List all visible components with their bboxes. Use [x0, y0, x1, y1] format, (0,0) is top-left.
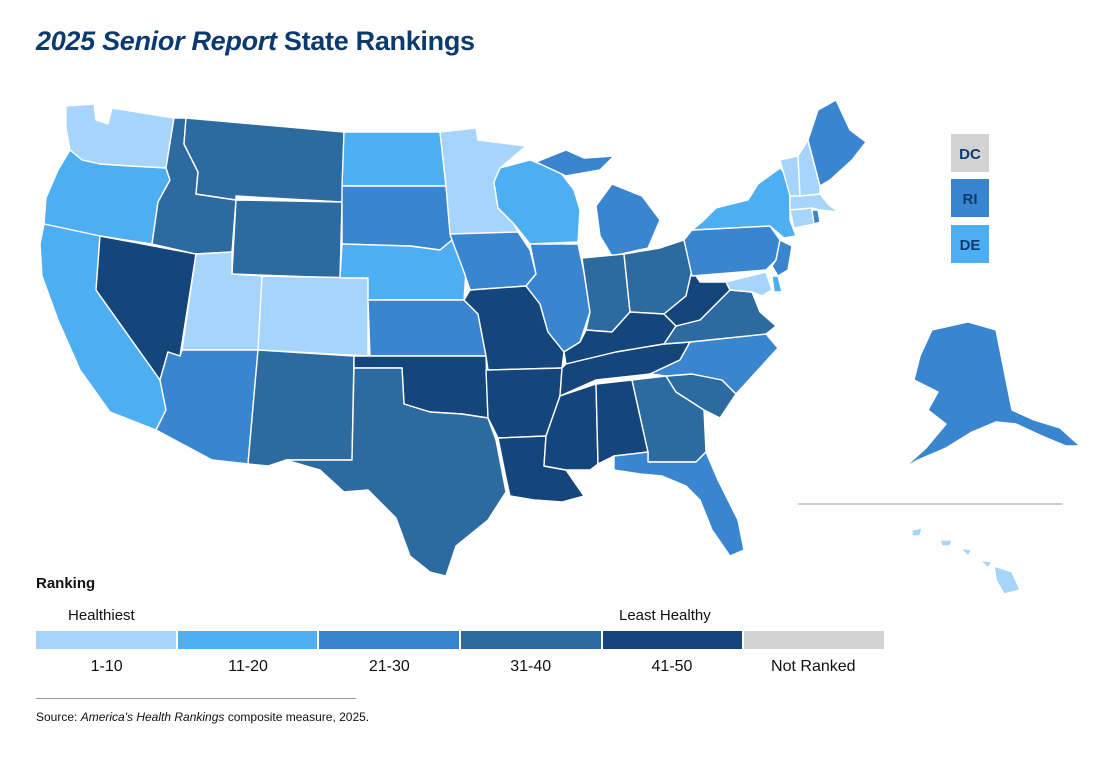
state-ri[interactable]	[811, 209, 821, 225]
state-ma[interactable]	[789, 193, 839, 213]
state-wa[interactable]	[65, 103, 175, 169]
state-wy[interactable]	[231, 199, 343, 279]
state-tx[interactable]	[285, 367, 507, 577]
state-mi[interactable]	[535, 149, 661, 257]
state-nm[interactable]	[247, 349, 355, 467]
source-divider	[36, 698, 356, 699]
map-title: 2025 Senior Report State Rankings	[36, 26, 475, 57]
legend-swatch-11-20	[177, 631, 318, 649]
small-state-box-de[interactable]: DE	[951, 225, 989, 263]
state-de[interactable]	[771, 275, 783, 293]
legend-least-healthy-label: Least Healthy	[619, 607, 711, 624]
legend-label-not-ranked: Not Ranked	[771, 658, 856, 675]
source-prefix: Source:	[36, 710, 81, 724]
state-md[interactable]	[725, 271, 773, 297]
source-note: Source: America's Health Rankings compos…	[36, 710, 369, 724]
legend-swatch-31-40	[461, 631, 601, 649]
state-ak[interactable]	[903, 321, 1081, 469]
legend-labels: 1-10 11-20 21-30 31-40 41-50 Not Ranked	[36, 658, 884, 676]
state-hi[interactable]	[911, 527, 1021, 595]
state-co[interactable]	[257, 275, 369, 357]
state-nh[interactable]	[797, 139, 821, 197]
small-state-box-dc[interactable]: DC	[951, 134, 989, 172]
ri-box-label: RI	[963, 191, 978, 208]
legend-healthiest-label: Healthiest	[68, 607, 135, 624]
legend-heading: Ranking	[36, 575, 96, 592]
legend-label-31-40: 31-40	[510, 658, 552, 675]
source-suffix: composite measure, 2025.	[224, 710, 370, 724]
state-ct[interactable]	[789, 207, 815, 229]
state-ms[interactable]	[543, 383, 599, 471]
legend-label-11-20: 11-20	[228, 658, 268, 675]
ri-box	[951, 179, 989, 217]
legend-label-21-30: 21-30	[368, 658, 410, 675]
legend-label-41-50: 41-50	[651, 658, 693, 675]
state-mt[interactable]	[183, 117, 345, 203]
de-box-label: DE	[960, 237, 981, 254]
state-nd[interactable]	[341, 131, 447, 187]
state-pa[interactable]	[683, 225, 781, 277]
legend-swatch-not-ranked	[744, 631, 885, 649]
small-state-box-ri[interactable]: RI	[951, 179, 989, 217]
title-italic: 2025 Senior Report	[36, 26, 277, 56]
state-ks[interactable]	[367, 299, 487, 357]
state-nc[interactable]	[649, 333, 779, 395]
title-rest: State Rankings	[276, 26, 475, 56]
state-sd[interactable]	[341, 185, 453, 251]
state-az[interactable]	[155, 349, 259, 465]
source-italic: America's Health Rankings	[80, 710, 225, 724]
legend-color-bar	[36, 631, 885, 649]
state-ny[interactable]	[691, 167, 797, 239]
legend-swatch-1-10	[36, 631, 176, 649]
dc-box-label: DC	[959, 146, 981, 163]
state-ne[interactable]	[339, 239, 467, 301]
de-box	[951, 225, 989, 263]
state-fl[interactable]	[613, 451, 745, 557]
legend-swatch-41-50	[602, 631, 743, 649]
legend-swatch-21-30	[319, 631, 460, 649]
state-me[interactable]	[807, 99, 867, 187]
dc-box	[951, 134, 989, 172]
legend-label-1-10: 1-10	[90, 658, 123, 675]
